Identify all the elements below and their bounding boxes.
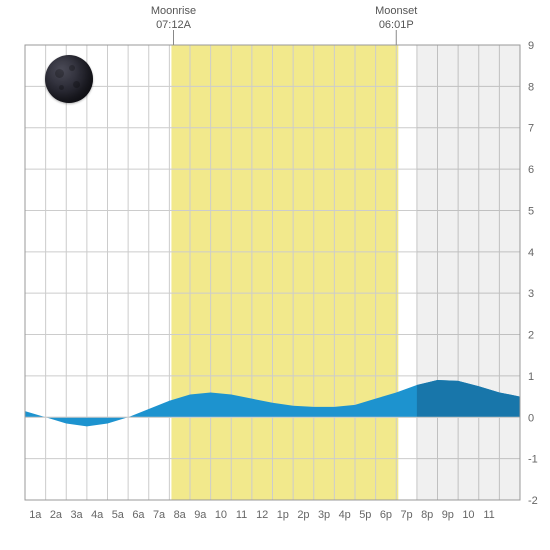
x-tick-label: 10 [462, 509, 474, 521]
x-tick-label: 9a [194, 509, 207, 521]
y-tick-label: 2 [528, 330, 534, 342]
x-tick-label: 5p [359, 509, 371, 521]
tide-chart: -2-101234567891a2a3a4a5a6a7a8a9a1011121p… [0, 0, 550, 550]
y-tick-label: 0 [528, 412, 534, 424]
x-tick-label: 4p [339, 509, 351, 521]
y-tick-label: 8 [528, 81, 534, 93]
x-tick-label: 1a [29, 509, 42, 521]
y-tick-label: 3 [528, 288, 534, 300]
x-tick-label: 2p [297, 509, 309, 521]
y-tick-label: 4 [528, 247, 534, 259]
x-tick-label: 4a [91, 509, 104, 521]
x-tick-label: 5a [112, 509, 125, 521]
x-tick-label: 12 [256, 509, 268, 521]
x-tick-label: 10 [215, 509, 227, 521]
x-tick-label: 7a [153, 509, 166, 521]
y-tick-label: 6 [528, 164, 534, 176]
x-tick-label: 6p [380, 509, 392, 521]
x-tick-label: 6a [132, 509, 145, 521]
x-tick-label: 8p [421, 509, 433, 521]
x-tick-label: 9p [442, 509, 454, 521]
y-tick-label: -2 [528, 495, 538, 507]
y-tick-label: 5 [528, 205, 534, 217]
x-tick-label: 3a [70, 509, 83, 521]
moonset-label: Moonset [375, 5, 417, 17]
x-tick-label: 11 [236, 509, 247, 521]
x-tick-label: 3p [318, 509, 330, 521]
x-tick-label: 11 [483, 509, 494, 521]
x-tick-label: 1p [277, 509, 289, 521]
y-tick-label: -1 [528, 454, 538, 466]
x-tick-label: 7p [400, 509, 412, 521]
moonrise-label: Moonrise [151, 5, 196, 17]
x-tick-label: 2a [50, 509, 63, 521]
evening-shade [417, 45, 520, 500]
moon-phase-icon [45, 55, 93, 103]
moonset-time: 06:01P [379, 19, 414, 31]
y-tick-label: 1 [528, 371, 534, 383]
moonrise-time: 07:12A [156, 19, 192, 31]
y-tick-label: 9 [528, 40, 534, 52]
daylight-band [171, 45, 398, 500]
y-tick-label: 7 [528, 123, 534, 135]
x-tick-label: 8a [174, 509, 187, 521]
